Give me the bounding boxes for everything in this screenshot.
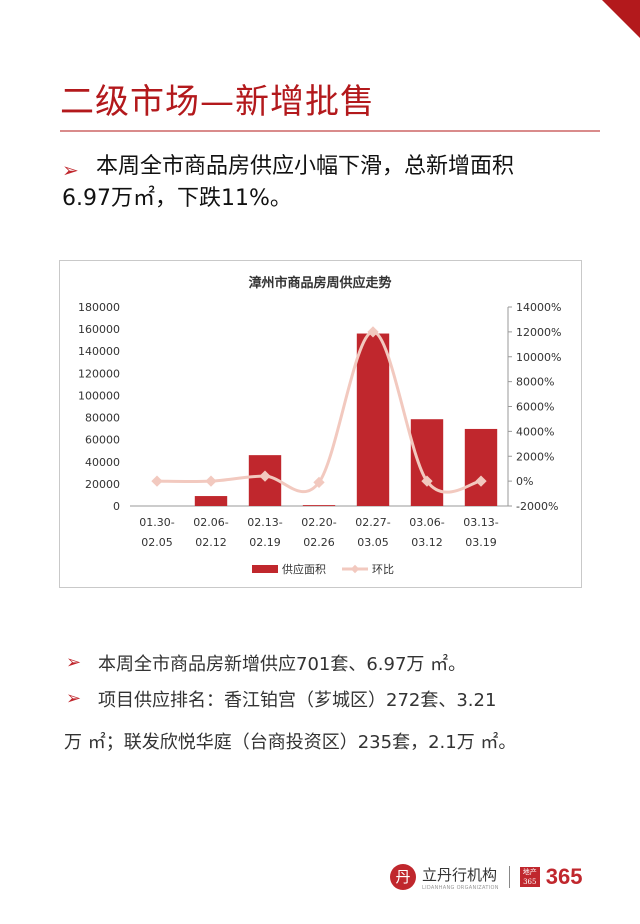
right-tick-label: 14000% xyxy=(516,301,561,314)
chart-title: 漳州市商品房周供应走势 xyxy=(248,275,391,291)
right-tick-label: 10000% xyxy=(516,351,561,364)
x-tick-label: 01.30- xyxy=(139,516,174,529)
bar xyxy=(356,333,390,506)
line-point xyxy=(313,476,325,489)
legend-label: 环比 xyxy=(372,563,394,576)
right-tick-label: 0% xyxy=(516,475,533,488)
x-tick-label: 02.19 xyxy=(249,536,281,549)
x-tick-label: 02.20- xyxy=(301,516,336,529)
left-tick-label: 60000 xyxy=(85,434,120,447)
left-tick-label: 100000 xyxy=(78,389,120,402)
headline-line-2: 6.97万㎡，下跌11%。 xyxy=(62,186,292,211)
line-point xyxy=(205,475,217,487)
title-divider xyxy=(60,130,600,132)
bullet-1-line-1: 本周全市商品房新增供应701套、6.97万 ㎡。 xyxy=(98,654,467,675)
x-tick-label: 02.06- xyxy=(193,516,228,529)
left-tick-label: 160000 xyxy=(78,323,120,336)
right-tick-label: 8000% xyxy=(516,376,554,389)
bar xyxy=(464,428,498,506)
chart-frame: 漳州市商品房周供应走势 0 20000 40000 60000 80000 100000 1… xyxy=(59,260,582,588)
left-tick-label: 180000 xyxy=(78,301,120,314)
right-tick-label: -2000% xyxy=(516,500,558,513)
x-tick-label: 02.13- xyxy=(247,516,282,529)
left-tick-label: 80000 xyxy=(85,412,120,425)
logo-name: 立丹行机构 xyxy=(422,865,498,884)
x-tick-label: 03.12 xyxy=(411,536,443,549)
logo-mark-icon: 丹 xyxy=(390,864,416,890)
logo-box-top: 地产 xyxy=(522,868,537,876)
x-tick-label: 03.06- xyxy=(409,516,444,529)
bullet-arrow-icon: ➢ xyxy=(66,688,82,709)
left-tick-label: 20000 xyxy=(85,478,120,491)
logo-365: 365 xyxy=(545,864,583,889)
left-tick-label: 0 xyxy=(113,500,120,513)
x-tick-label: 03.05 xyxy=(357,536,389,549)
bullet-arrow-icon: ➢ xyxy=(66,652,82,673)
bar xyxy=(410,419,444,506)
x-tick-label: 02.26 xyxy=(303,536,335,549)
line-point xyxy=(475,475,487,487)
left-tick-label: 140000 xyxy=(78,345,120,358)
left-tick-label: 120000 xyxy=(78,367,120,380)
bullet-2-line-1: 项目供应排名：香江铂宫（芗城区）272套、3.21 xyxy=(98,690,497,711)
x-tick-label: 03.19 xyxy=(465,536,497,549)
bullet-2-line-2: 万 ㎡；联发欣悦华庭（台商投资区）235套，2.1万 ㎡。 xyxy=(64,732,517,753)
legend-label: 供应面积 xyxy=(282,562,326,576)
legend-swatch-bar xyxy=(252,565,278,573)
logo-box-icon: 地产 365 xyxy=(519,867,540,887)
legend-swatch-marker xyxy=(350,564,360,574)
line-point xyxy=(421,475,433,487)
logo-subtitle: LIDANHANG ORGANIZATION xyxy=(422,884,499,891)
right-tick-label: 4000% xyxy=(516,425,554,438)
headline-line-1: 本周全市商品房供应小幅下滑，总新增面积 xyxy=(96,154,515,179)
line-point xyxy=(151,475,163,487)
bar xyxy=(302,505,336,506)
x-tick-label: 02.05 xyxy=(141,536,173,549)
supply-trend-chart: 漳州市商品房周供应走势 0 20000 40000 60000 80000 100000 1… xyxy=(78,275,561,576)
brand-logo: 丹 立丹行机构 LIDANHANG ORGANIZATION 地产 365 36… xyxy=(390,860,582,894)
right-tick-label: 12000% xyxy=(516,326,561,339)
logo-divider xyxy=(508,866,510,888)
left-tick-label: 40000 xyxy=(85,456,120,469)
logo-box-bottom: 365 xyxy=(523,878,537,886)
line-point xyxy=(259,470,271,482)
x-tick-label: 02.27- xyxy=(355,516,390,529)
bar xyxy=(194,496,228,506)
bullet-arrow-icon: ➢ xyxy=(62,158,79,182)
x-tick-label: 03.13- xyxy=(463,516,498,529)
x-tick-label: 02.12 xyxy=(195,536,227,549)
page-title: 二级市场—新增批售 xyxy=(60,82,375,122)
right-tick-label: 2000% xyxy=(516,450,554,463)
corner-decoration xyxy=(602,0,640,38)
right-tick-label: 6000% xyxy=(516,401,554,414)
